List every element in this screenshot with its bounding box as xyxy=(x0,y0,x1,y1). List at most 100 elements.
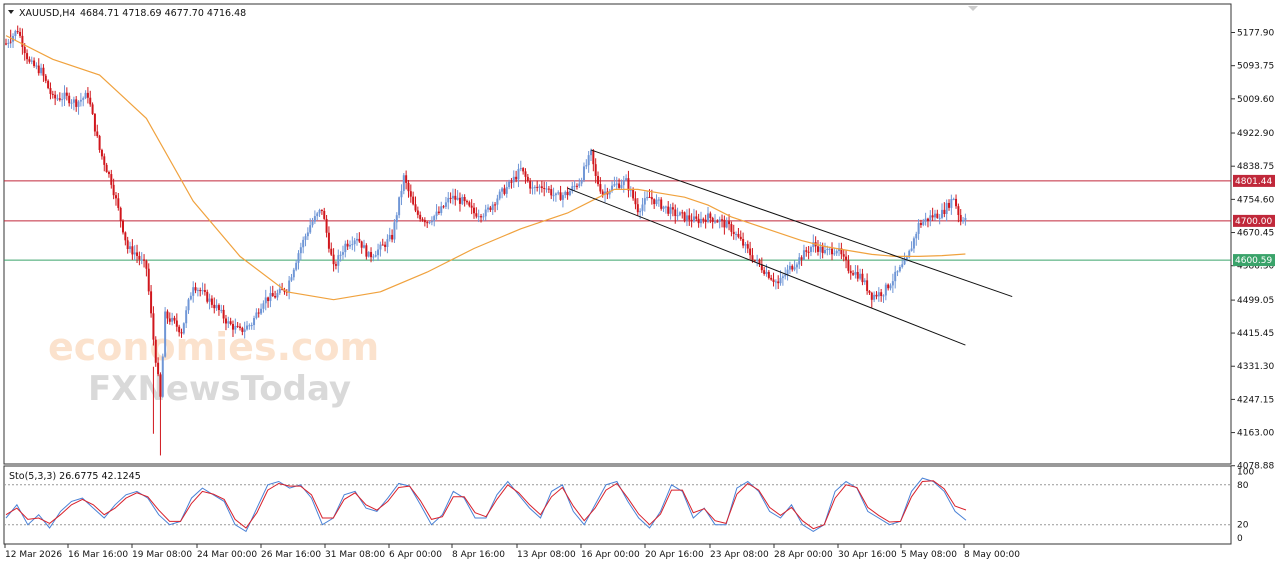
candle-body xyxy=(674,209,677,216)
candle-body xyxy=(634,198,637,205)
price-tick-label: 5093.75 xyxy=(1237,62,1274,72)
candle-body xyxy=(786,269,789,275)
candle-body xyxy=(255,312,258,319)
stochastic-main-line[interactable] xyxy=(5,477,967,533)
candle-body xyxy=(124,232,127,241)
candle-body xyxy=(299,247,302,254)
candle-body xyxy=(566,191,569,196)
candle-body xyxy=(323,210,326,219)
candle-body xyxy=(877,292,880,297)
candle-body xyxy=(625,178,628,181)
candle-body xyxy=(912,238,915,249)
stochastic-signal-line[interactable] xyxy=(5,480,967,530)
candle-body xyxy=(348,244,351,247)
price-tick-label: 4247.15 xyxy=(1237,395,1274,405)
candle-body xyxy=(505,187,508,194)
candle-body xyxy=(72,99,75,103)
time-tick-label: 26 Mar 16:00 xyxy=(261,550,321,560)
candle-body xyxy=(781,276,784,278)
candle-body xyxy=(515,176,518,180)
candle-body xyxy=(646,196,649,199)
time-tick-label: 24 Mar 00:00 xyxy=(197,550,257,560)
candle-body xyxy=(250,325,253,327)
candle-body xyxy=(388,234,391,240)
scroll-arrow-icon[interactable] xyxy=(968,6,978,11)
candle-body xyxy=(641,204,644,211)
chevron-down-icon[interactable] xyxy=(8,10,14,14)
moving-average-line[interactable] xyxy=(5,35,966,301)
candle-body xyxy=(756,259,759,261)
candle-body xyxy=(320,209,323,211)
candle-body xyxy=(819,246,822,252)
channel-line-2[interactable] xyxy=(567,187,966,346)
price-tick-label: 4163.00 xyxy=(1237,429,1274,439)
candle-body xyxy=(957,206,960,215)
candle-body xyxy=(82,98,85,100)
candle-body xyxy=(903,259,906,265)
candle-body xyxy=(276,293,279,298)
candle-body xyxy=(26,53,29,60)
candle-body xyxy=(501,188,504,192)
candle-body xyxy=(847,260,850,271)
candle-body xyxy=(470,205,473,208)
candle-body xyxy=(749,248,752,256)
candle-body xyxy=(870,292,873,300)
candle-body xyxy=(154,339,157,363)
candle-body xyxy=(540,186,543,189)
candle-body xyxy=(552,195,555,197)
candle-body xyxy=(601,191,604,195)
stochastic-tick-label: 0 xyxy=(1237,534,1243,544)
candle-body xyxy=(381,244,384,246)
candle-body xyxy=(739,236,742,240)
candle-body xyxy=(564,191,567,196)
candle-body xyxy=(816,246,819,252)
candle-body xyxy=(678,212,681,216)
candle-body xyxy=(807,251,810,253)
level-badge-label: 4600.59 xyxy=(1235,256,1272,266)
candle-body xyxy=(339,254,342,256)
watermark: economies.com FXNewsToday xyxy=(48,325,379,409)
candle-body xyxy=(175,320,178,327)
candle-body xyxy=(723,219,726,228)
candle-body xyxy=(451,195,454,199)
candle-body xyxy=(75,99,78,107)
channel-line-1[interactable] xyxy=(590,149,1013,298)
time-tick-label: 12 Mar 2026 xyxy=(5,550,62,560)
stochastic-pane[interactable] xyxy=(3,465,1232,545)
candle-body xyxy=(465,201,468,203)
candle-body xyxy=(449,197,452,199)
candle-body xyxy=(580,180,583,184)
candle-body xyxy=(16,31,19,33)
candle-body xyxy=(917,223,920,234)
candle-body xyxy=(227,321,230,324)
candle-body xyxy=(110,174,113,185)
candle-body xyxy=(271,293,274,296)
candle-body xyxy=(433,216,436,222)
candle-body xyxy=(842,254,845,257)
candle-body xyxy=(657,199,660,201)
candle-body xyxy=(210,298,213,305)
price-pane[interactable] xyxy=(3,3,1232,465)
candle-body xyxy=(414,204,417,211)
candle-body xyxy=(171,317,174,322)
candle-body xyxy=(51,93,54,95)
candle-body xyxy=(573,185,576,187)
candle-body xyxy=(952,198,955,200)
candle-body xyxy=(590,150,592,156)
candle-body xyxy=(571,186,574,192)
candle-body xyxy=(730,224,733,232)
candle-body xyxy=(919,223,922,225)
candle-body xyxy=(290,277,293,281)
candle-body xyxy=(849,270,852,274)
candle-body xyxy=(49,88,52,94)
candle-body xyxy=(68,95,71,104)
candle-body xyxy=(608,190,611,195)
candle-body xyxy=(889,285,892,289)
candle-body xyxy=(955,198,958,207)
candle-body xyxy=(248,325,251,327)
time-tick-label: 13 Apr 08:00 xyxy=(517,550,576,560)
candle-body xyxy=(334,264,337,266)
candle-body xyxy=(208,298,211,302)
candle-body xyxy=(346,243,349,247)
candle-body xyxy=(365,245,368,257)
